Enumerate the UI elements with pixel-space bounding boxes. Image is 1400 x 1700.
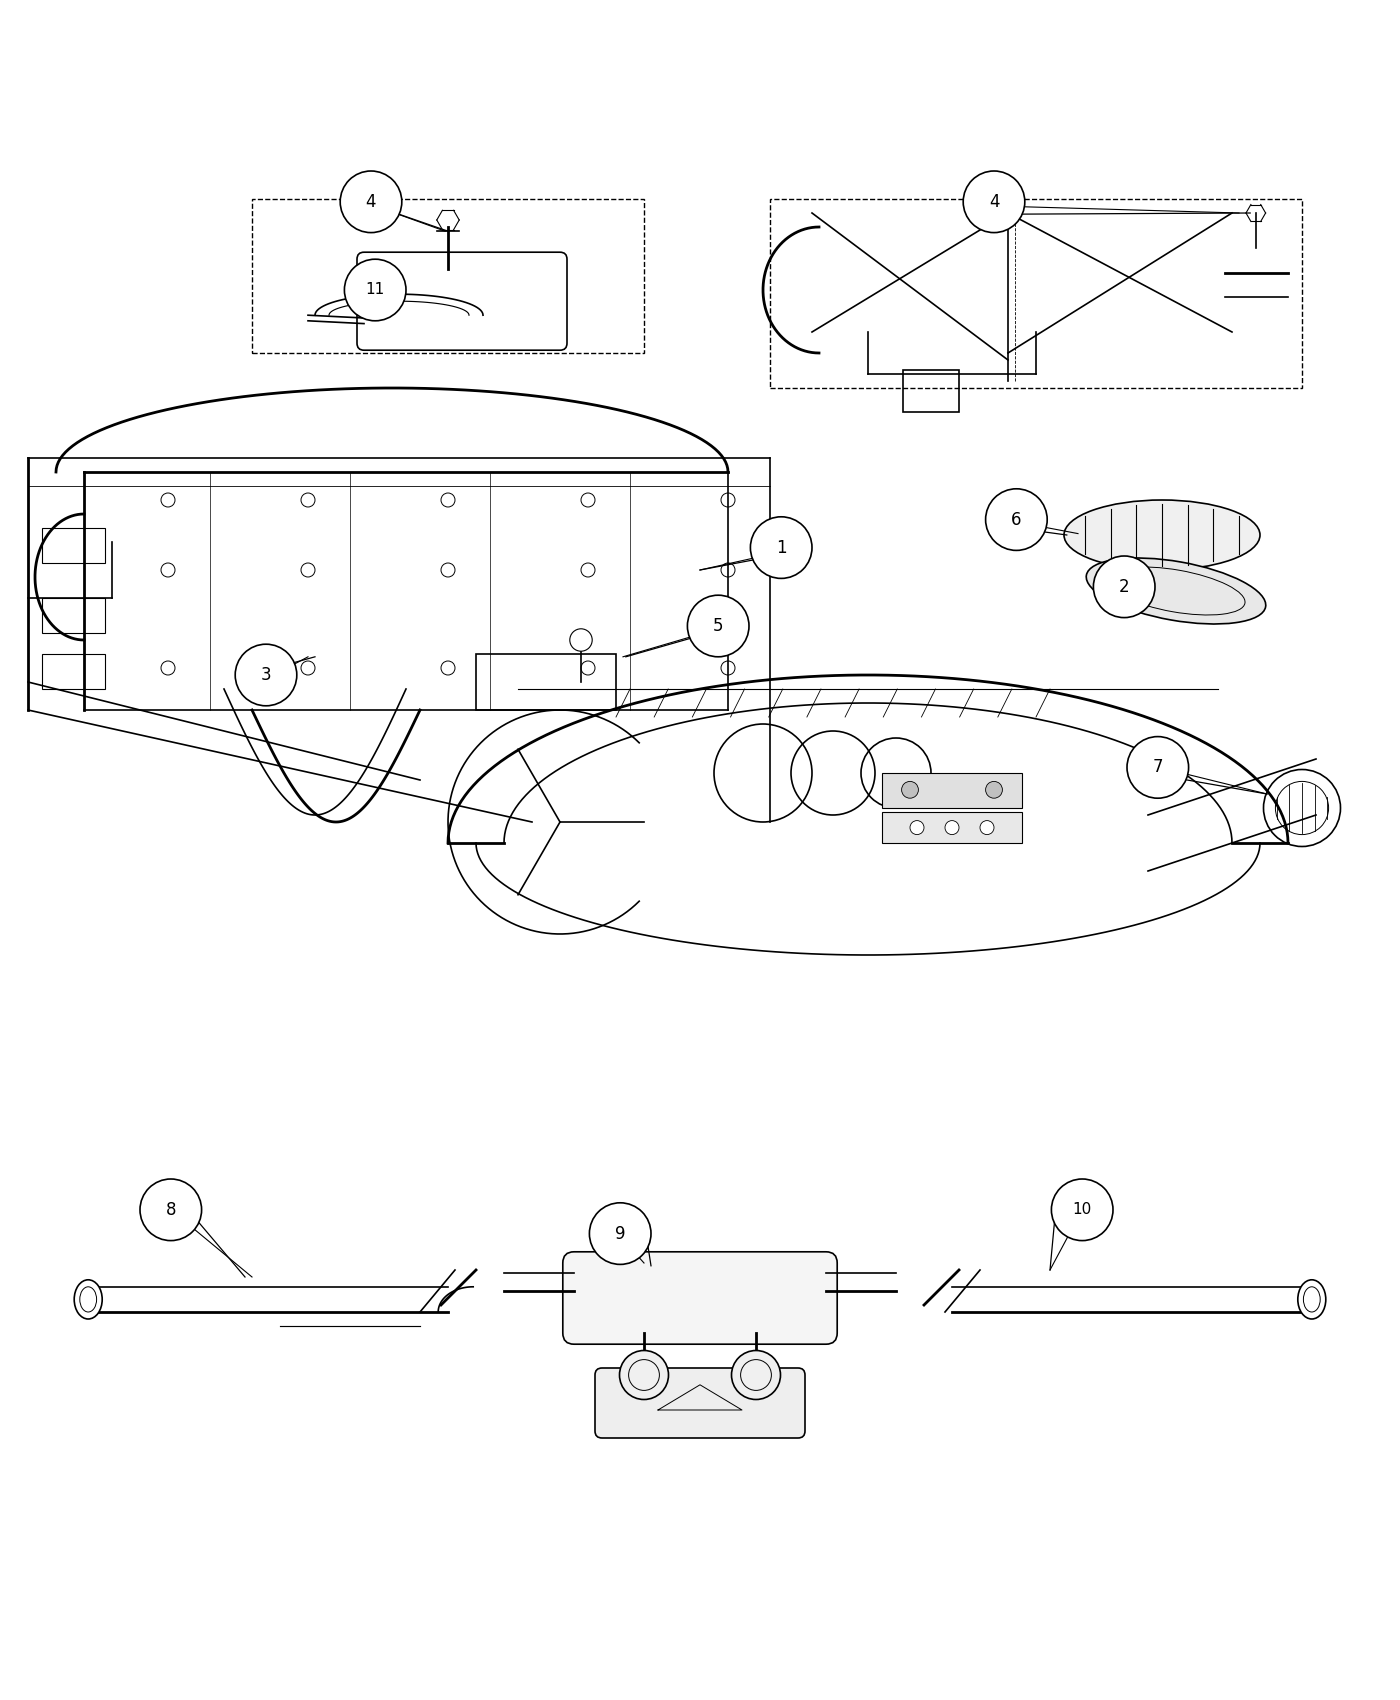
- Text: 11: 11: [365, 282, 385, 297]
- Circle shape: [140, 1180, 202, 1241]
- FancyBboxPatch shape: [595, 1368, 805, 1438]
- Circle shape: [1093, 556, 1155, 617]
- Text: 4: 4: [365, 192, 377, 211]
- Text: 10: 10: [1072, 1202, 1092, 1217]
- Circle shape: [1051, 1180, 1113, 1241]
- Text: 8: 8: [165, 1200, 176, 1219]
- Circle shape: [340, 172, 402, 233]
- Text: 2: 2: [1119, 578, 1130, 595]
- Text: 7: 7: [1152, 758, 1163, 777]
- Circle shape: [344, 258, 406, 321]
- Text: 1: 1: [776, 539, 787, 556]
- Circle shape: [235, 644, 297, 705]
- Circle shape: [589, 1204, 651, 1265]
- FancyBboxPatch shape: [563, 1251, 837, 1345]
- Text: 5: 5: [713, 617, 724, 636]
- Ellipse shape: [1064, 500, 1260, 570]
- Ellipse shape: [731, 1350, 781, 1399]
- Circle shape: [963, 172, 1025, 233]
- Ellipse shape: [619, 1350, 669, 1399]
- Circle shape: [986, 490, 1047, 551]
- Circle shape: [570, 629, 592, 651]
- Circle shape: [980, 821, 994, 835]
- FancyBboxPatch shape: [882, 813, 1022, 843]
- Circle shape: [945, 821, 959, 835]
- Ellipse shape: [1298, 1280, 1326, 1319]
- Text: 3: 3: [260, 666, 272, 683]
- Text: 4: 4: [988, 192, 1000, 211]
- Circle shape: [910, 821, 924, 835]
- Text: 6: 6: [1011, 510, 1022, 529]
- Text: 9: 9: [615, 1224, 626, 1243]
- Circle shape: [986, 782, 1002, 799]
- Ellipse shape: [1086, 558, 1266, 624]
- Circle shape: [687, 595, 749, 656]
- FancyBboxPatch shape: [882, 774, 1022, 807]
- Circle shape: [902, 782, 918, 799]
- Circle shape: [1127, 736, 1189, 799]
- Circle shape: [750, 517, 812, 578]
- Ellipse shape: [74, 1280, 102, 1319]
